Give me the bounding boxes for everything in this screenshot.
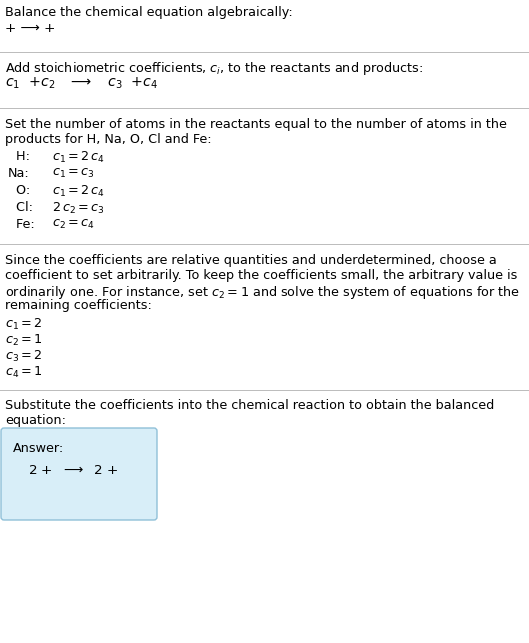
Text: coefficient to set arbitrarily. To keep the coefficients small, the arbitrary va: coefficient to set arbitrarily. To keep …	[5, 269, 517, 282]
Text: Cl:: Cl:	[8, 201, 33, 214]
Text: Na:: Na:	[8, 167, 30, 180]
Text: + ⟶ +: + ⟶ +	[5, 22, 56, 35]
Text: Answer:: Answer:	[13, 442, 64, 455]
Text: $c_2 = c_4$: $c_2 = c_4$	[52, 218, 95, 231]
Text: $c_3 = 2$: $c_3 = 2$	[5, 349, 42, 364]
Text: $c_1 = 2\,c_4$: $c_1 = 2\,c_4$	[52, 184, 105, 199]
Text: remaining coefficients:: remaining coefficients:	[5, 299, 152, 312]
Text: equation:: equation:	[5, 414, 66, 427]
Text: Since the coefficients are relative quantities and underdetermined, choose a: Since the coefficients are relative quan…	[5, 254, 497, 267]
Text: $c_2 = 1$: $c_2 = 1$	[5, 333, 43, 348]
Text: $c_1$  +$c_2$   $\longrightarrow$   $c_3$  +$c_4$: $c_1$ +$c_2$ $\longrightarrow$ $c_3$ +$c…	[5, 76, 158, 91]
Text: Substitute the coefficients into the chemical reaction to obtain the balanced: Substitute the coefficients into the che…	[5, 399, 494, 412]
Text: Balance the chemical equation algebraically:: Balance the chemical equation algebraica…	[5, 6, 293, 19]
Text: $c_4 = 1$: $c_4 = 1$	[5, 365, 43, 380]
Text: $c_1 = 2\,c_4$: $c_1 = 2\,c_4$	[52, 150, 105, 165]
Text: products for H, Na, O, Cl and Fe:: products for H, Na, O, Cl and Fe:	[5, 133, 212, 146]
Text: $2\,c_2 = c_3$: $2\,c_2 = c_3$	[52, 201, 105, 216]
Text: ordinarily one. For instance, set $c_2 = 1$ and solve the system of equations fo: ordinarily one. For instance, set $c_2 =…	[5, 284, 520, 301]
Text: O:: O:	[8, 184, 30, 197]
Text: Fe:: Fe:	[8, 218, 35, 231]
Text: 2 +  $\longrightarrow$  2 +: 2 + $\longrightarrow$ 2 +	[28, 464, 118, 477]
Text: $c_1 = 2$: $c_1 = 2$	[5, 317, 42, 332]
Text: H:: H:	[8, 150, 30, 163]
FancyBboxPatch shape	[1, 428, 157, 520]
Text: Add stoichiometric coefficients, $c_i$, to the reactants and products:: Add stoichiometric coefficients, $c_i$, …	[5, 60, 423, 77]
Text: Set the number of atoms in the reactants equal to the number of atoms in the: Set the number of atoms in the reactants…	[5, 118, 507, 131]
Text: $c_1 = c_3$: $c_1 = c_3$	[52, 167, 95, 180]
